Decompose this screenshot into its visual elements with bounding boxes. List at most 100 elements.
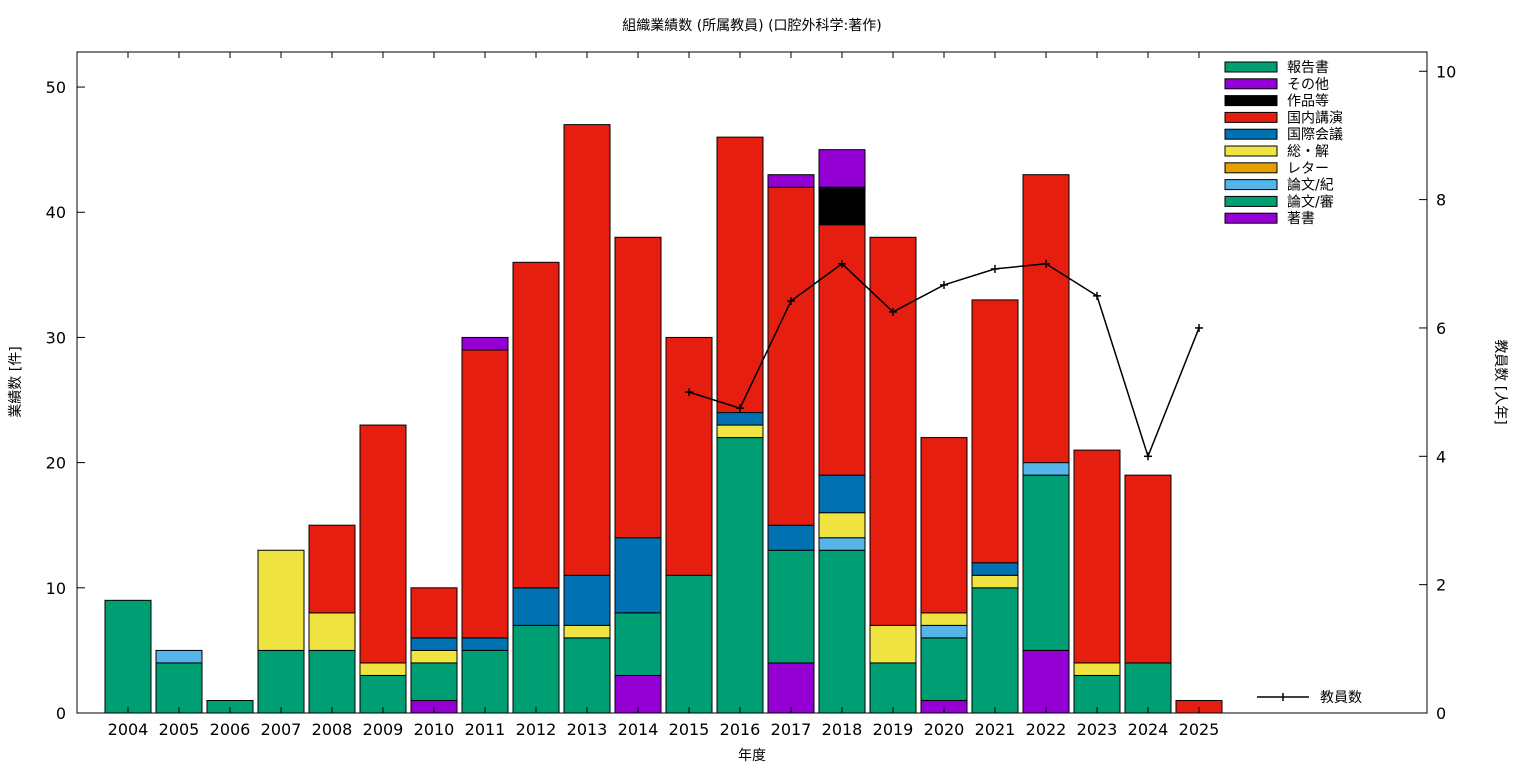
- legend-swatch: [1224, 162, 1278, 174]
- bar-segment-2005: [155, 649, 203, 664]
- bar-segment-2011: [461, 349, 509, 639]
- bar-segment-2016: [716, 437, 764, 714]
- bar-segment-2018: [818, 549, 866, 714]
- bar-segment-2009: [359, 424, 407, 664]
- bar-segment-2020: [920, 437, 968, 614]
- y2-tick-label: 4: [1436, 447, 1446, 466]
- legend-swatch: [1224, 78, 1278, 90]
- bar-segment-2019: [869, 236, 917, 626]
- bar-segment-2007: [257, 649, 305, 714]
- x-tick-label: 2012: [516, 720, 557, 739]
- legend-label: 教員数: [1320, 690, 1362, 706]
- legend-swatch: [1224, 145, 1278, 157]
- bar-segment-2022: [1022, 649, 1070, 714]
- bar-segment-2014: [614, 537, 662, 614]
- x-tick-label: 2016: [720, 720, 761, 739]
- legend-swatch: [1224, 179, 1278, 191]
- bar-segment-2014: [614, 612, 662, 676]
- bar-segment-2012: [512, 261, 560, 589]
- plot-frame: [76, 51, 1428, 714]
- bar-segment-2021: [971, 562, 1019, 576]
- y-tick-label: 20: [46, 454, 66, 473]
- bar-segment-2008: [308, 524, 356, 614]
- bar-segment-2010: [410, 587, 458, 639]
- x-tick-label: 2018: [822, 720, 863, 739]
- bar-segment-2020: [920, 637, 968, 701]
- y-tick-label: 30: [46, 328, 66, 347]
- y-axis-ticks: 0 10 20 30 40 50: [46, 78, 85, 723]
- legend-label: 総・解: [1287, 144, 1329, 160]
- bar-segment-2010: [410, 662, 458, 701]
- y-tick-label: 10: [46, 579, 66, 598]
- legend-swatch: [1224, 195, 1278, 207]
- y-tick-label: 0: [56, 704, 66, 723]
- x-tick-label: 2015: [669, 720, 710, 739]
- bar-segment-2018: [818, 537, 866, 551]
- bar-segment-2008: [308, 649, 356, 714]
- x-tick-label: 2013: [567, 720, 608, 739]
- legend-swatch: [1224, 95, 1278, 107]
- bar-segment-2010: [410, 637, 458, 651]
- bars: [104, 124, 1223, 714]
- bar-segment-2007: [257, 549, 305, 651]
- bar-segment-2020: [920, 624, 968, 639]
- y2-tick-label: 0: [1436, 704, 1446, 723]
- legend-label: 論文/審: [1287, 194, 1334, 210]
- bar-segment-2014: [614, 674, 662, 714]
- y2-tick-label: 8: [1436, 191, 1446, 210]
- y2-tick-label: 2: [1436, 576, 1446, 595]
- x-tick-label: 2024: [1128, 720, 1169, 739]
- staff-line-path: [688, 262, 1200, 459]
- bar-segment-2013: [563, 624, 611, 639]
- bar-segment-2012: [512, 587, 560, 626]
- bar-segment-2017: [767, 174, 815, 188]
- bar-segment-2013: [563, 637, 611, 714]
- x-tick-label: 2004: [108, 720, 149, 739]
- y-tick-label: 50: [46, 78, 66, 97]
- x-tick-label: 2019: [873, 720, 914, 739]
- legend-label: 論文/紀: [1287, 178, 1334, 194]
- bar-segment-2011: [461, 649, 509, 714]
- x-tick-label: 2005: [159, 720, 200, 739]
- legend-label: 国内講演: [1287, 110, 1343, 126]
- bar-segment-2021: [971, 587, 1019, 714]
- legend-label: 報告書: [1287, 60, 1329, 76]
- bar-segment-2023: [1073, 662, 1121, 676]
- bar-segment-2021: [971, 574, 1019, 589]
- x-tick-label: 2006: [210, 720, 251, 739]
- bar-segment-2022: [1022, 462, 1070, 476]
- bar-segment-2017: [767, 549, 815, 664]
- y2-tick-label: 10: [1436, 62, 1456, 81]
- bar-segment-2005: [155, 662, 203, 714]
- bar-segment-2014: [614, 236, 662, 539]
- x-tick-label: 2025: [1179, 720, 1220, 739]
- bar-segment-2019: [869, 624, 917, 664]
- bar-segment-2021: [971, 299, 1019, 564]
- bar-segment-2011: [461, 637, 509, 651]
- x-tick-label: 2020: [924, 720, 965, 739]
- bar-segment-2018: [818, 186, 866, 226]
- y2-tick-label: 6: [1436, 319, 1446, 338]
- bar-segment-2004: [104, 599, 152, 714]
- y-axis-label: 業績数 [件]: [8, 346, 24, 417]
- x-tick-label: 2007: [261, 720, 302, 739]
- legend-swatch: [1224, 111, 1278, 123]
- bar-segment-2009: [359, 662, 407, 676]
- bar-segment-2017: [767, 662, 815, 714]
- legend-label: 作品等: [1287, 93, 1329, 110]
- bar-segment-2011: [461, 336, 509, 351]
- bar-segment-2022: [1022, 174, 1070, 464]
- bar-segment-2019: [869, 662, 917, 714]
- bar-segment-2020: [920, 612, 968, 626]
- bar-segment-2015: [665, 574, 713, 714]
- bar-segment-2010: [410, 649, 458, 664]
- x-tick-label: 2023: [1077, 720, 1118, 739]
- x-tick-label: 2017: [771, 720, 812, 739]
- bar-segment-2008: [308, 612, 356, 651]
- x-tick-label: 2014: [618, 720, 659, 739]
- bar-segment-2018: [818, 149, 866, 188]
- legend-swatch: [1224, 212, 1278, 224]
- chart-title: 組織業績数 (所属教員) (口腔外科学:著作): [622, 18, 881, 34]
